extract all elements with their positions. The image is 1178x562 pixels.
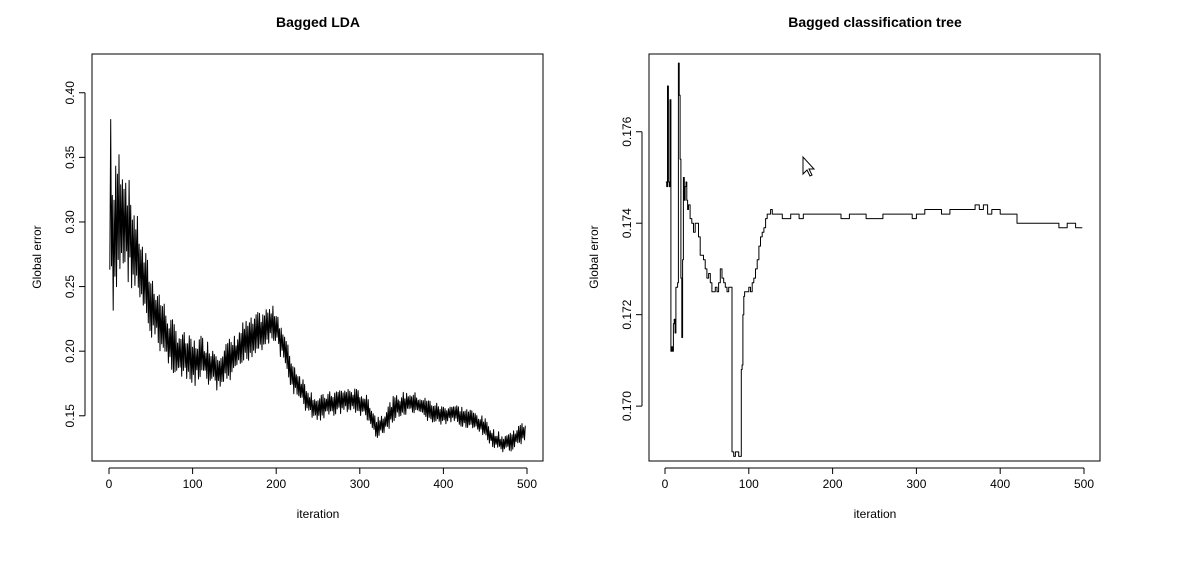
x-tick-label: 500 [517, 477, 537, 491]
x-axis-label: iteration [854, 507, 897, 521]
y-tick-label: 0.35 [63, 145, 77, 169]
y-axis: 0.15 0.20 0.25 0.30 0.35 0.40 [63, 81, 86, 428]
x-tick-label: 200 [266, 477, 286, 491]
chart-bagged-classification-tree: Bagged classification tree iteration Glo… [587, 14, 1101, 521]
y-tick-label: 0.30 [63, 210, 77, 234]
chart-title: Bagged classification tree [788, 14, 962, 30]
series-line [665, 62, 1083, 457]
chart-bagged-lda: Bagged LDA iteration Global error 0 100 20… [30, 14, 544, 521]
x-tick-label: 0 [106, 477, 113, 491]
x-axis: 0 100 200 300 400 500 [106, 467, 537, 491]
y-tick-label: 0.15 [63, 404, 77, 428]
y-axis: 0.170 0.172 0.174 0.176 [620, 116, 643, 421]
x-tick-label: 0 [662, 477, 669, 491]
x-tick-label: 400 [990, 477, 1010, 491]
chart-title: Bagged LDA [276, 14, 360, 30]
plot-frame [91, 53, 544, 462]
x-tick-label: 200 [823, 477, 843, 491]
y-tick-label: 0.174 [620, 208, 634, 238]
y-axis-label: Global error [30, 225, 44, 288]
mouse-pointer-icon [802, 155, 816, 177]
y-axis-label: Global error [587, 225, 601, 288]
x-tick-label: 100 [739, 477, 759, 491]
series-line [109, 119, 526, 453]
y-tick-label: 0.170 [620, 391, 634, 421]
x-tick-label: 500 [1074, 477, 1094, 491]
y-tick-label: 0.20 [63, 339, 77, 363]
y-tick-label: 0.25 [63, 275, 77, 299]
x-tick-label: 300 [350, 477, 370, 491]
x-axis-label: iteration [297, 507, 340, 521]
x-tick-label: 100 [183, 477, 203, 491]
x-tick-label: 300 [906, 477, 926, 491]
y-tick-label: 0.176 [620, 116, 634, 146]
x-axis: 0 100 200 300 400 500 [662, 467, 1094, 491]
plot-frame [648, 53, 1101, 462]
y-tick-label: 0.40 [63, 81, 77, 105]
x-tick-label: 400 [433, 477, 453, 491]
y-tick-label: 0.172 [620, 299, 634, 329]
